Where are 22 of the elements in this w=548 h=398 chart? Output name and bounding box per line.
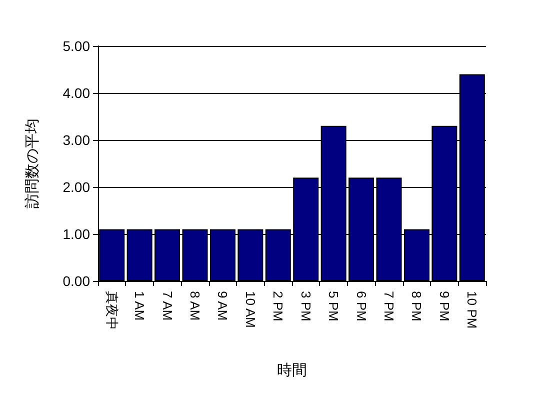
y-tick-label: 5.00	[62, 38, 90, 54]
y-tick-label: 1.00	[62, 226, 90, 242]
x-tick-label: 6 PM	[354, 291, 369, 322]
x-tick-label: 3 PM	[298, 291, 314, 322]
x-tick-label: 10 PM	[464, 291, 480, 329]
x-tick-label: 真夜中	[104, 291, 120, 330]
x-tick-label: 10 AM	[242, 291, 258, 328]
x-tick-label: 2 PM	[270, 291, 286, 322]
y-tick-label: 3.00	[62, 132, 90, 148]
y-tick-label: 0.00	[62, 273, 90, 289]
x-tick-label: 9 AM	[215, 291, 230, 321]
x-tick-label: 8 AM	[188, 291, 202, 321]
x-axis-title: 時間	[277, 362, 307, 379]
x-tick-label: 7 PM	[382, 291, 396, 322]
x-tick-label: 1 AM	[132, 291, 148, 321]
x-tick-label: 8 PM	[409, 291, 424, 322]
y-tick-label: 4.00	[62, 85, 90, 101]
x-tick-label: 5 PM	[326, 291, 342, 322]
y-tick-label: 2.00	[62, 179, 90, 195]
x-tick-label: 7 AM	[160, 291, 175, 321]
x-tick-label: 9 PM	[436, 291, 452, 322]
y-axis-title: 訪問数の平均	[24, 118, 41, 208]
